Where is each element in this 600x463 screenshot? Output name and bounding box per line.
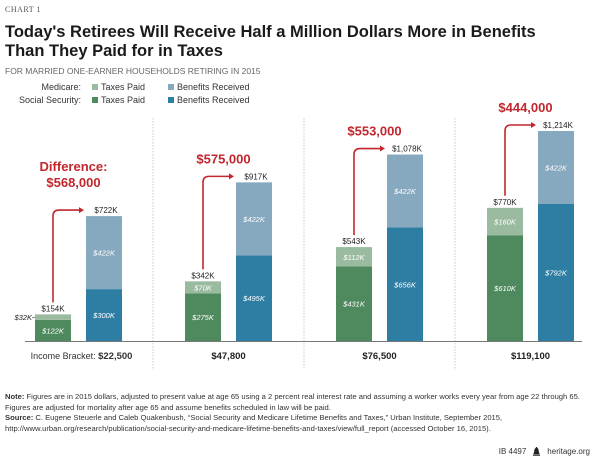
- benefits-total-label: $917K: [244, 172, 268, 181]
- label-ss-taxes: $431K: [342, 300, 366, 309]
- bar-ss-benefits: [387, 227, 423, 341]
- title-line-2: Than They Paid for in Taxes: [5, 42, 223, 60]
- chart-subtitle: FOR MARRIED ONE-EARNER HOUSEHOLDS RETIRI…: [5, 66, 261, 76]
- note-label: Note:: [5, 392, 25, 401]
- arrow-head-icon: [79, 207, 84, 214]
- label-medicare-taxes: $112K: [342, 253, 365, 262]
- taxes-total-label: $342K: [191, 271, 215, 280]
- note-paragraph: Note: Figures are in 2015 dollars, adjus…: [5, 392, 600, 413]
- bar-medicare-benefits: [86, 216, 122, 290]
- source-paragraph: Source: C. Eugene Steuerle and Caleb Qua…: [5, 413, 600, 434]
- site-name: heritage.org: [547, 447, 590, 456]
- label-ss-benefits: $300K: [92, 311, 116, 320]
- bar-ss-benefits: [86, 289, 122, 341]
- legend-text: Taxes Paid: [101, 95, 146, 105]
- bar-medicare-benefits: [538, 131, 574, 204]
- label-ss-taxes: $610K: [493, 284, 517, 293]
- bar-ss-benefits: [236, 255, 272, 341]
- bar-medicare-taxes: [487, 207, 523, 236]
- difference-label: $444,000: [498, 100, 552, 115]
- taxes-total-label: $154K: [41, 304, 65, 313]
- difference-arrow: [202, 175, 230, 270]
- title-line-1: Today's Retirees Will Receive Half a Mil…: [5, 23, 536, 41]
- swatch-medicare-benefits: [168, 84, 174, 90]
- swatch-ss-benefits: [168, 97, 174, 103]
- label-ss-benefits: $495K: [242, 294, 266, 303]
- legend-text: Benefits Received: [177, 82, 250, 92]
- footnote: Note: Figures are in 2015 dollars, adjus…: [5, 392, 600, 434]
- source-label: Source:: [5, 413, 34, 422]
- bar-medicare-benefits: [387, 154, 423, 228]
- bar-medicare-benefits: [236, 182, 272, 256]
- legend-item-medicare-taxes: Taxes Paid: [92, 82, 145, 92]
- benefits-total-label: $722K: [94, 206, 118, 215]
- legend-item-ss-taxes: Taxes Paid: [92, 95, 145, 105]
- bar-ss-benefits: [538, 203, 574, 341]
- category-label: Income Bracket: $22,500: [31, 351, 133, 362]
- bar-ss-taxes: [336, 266, 372, 341]
- taxes-total-label: $770K: [493, 198, 517, 207]
- legend: Medicare: Taxes Paid Benefits Received S…: [5, 82, 305, 108]
- label-ss-taxes: $275K: [191, 313, 215, 322]
- legend-row-social-security: Social Security: Taxes Paid Benefits Rec…: [5, 95, 305, 108]
- chart-plot: $122K $32K $300K $422K $154K $722K Difference:…: [13, 100, 582, 370]
- label-medicare-benefits: $422K: [544, 163, 568, 172]
- difference-arrow: [52, 209, 80, 303]
- difference-label: $575,000: [196, 151, 250, 166]
- bar-ss-taxes: [487, 235, 523, 341]
- label-medicare-benefits: $422K: [92, 249, 116, 258]
- label-ss-benefits: $656K: [393, 280, 417, 289]
- chart-title: Today's Retirees Will Receive Half a Mil…: [5, 23, 565, 61]
- category-label: $47,800: [211, 351, 245, 362]
- note-text: Figures are in 2015 dollars, adjusted to…: [5, 392, 580, 412]
- difference-arrow: [353, 147, 381, 236]
- bar-medicare-taxes: [35, 314, 71, 320]
- difference-prefix: Difference:: [40, 159, 108, 174]
- difference-label: $568,000: [46, 175, 100, 190]
- label-medicare-taxes: $160K: [493, 218, 517, 227]
- category-label: $76,500: [362, 351, 396, 362]
- label-ss-taxes: $122K: [41, 326, 65, 335]
- bar-ss-taxes: [185, 293, 221, 341]
- arrow-head-icon: [531, 122, 536, 128]
- legend-text: Taxes Paid: [101, 82, 146, 92]
- category-label: $119,100: [511, 351, 550, 362]
- brief-id: IB 4497: [498, 447, 527, 456]
- legend-text: Benefits Received: [177, 95, 250, 105]
- label-medicare-taxes: $32K: [13, 313, 33, 322]
- arrow-head-icon: [229, 173, 234, 180]
- legend-item-medicare-benefits: Benefits Received: [168, 82, 250, 92]
- bar-ss-taxes: [35, 319, 71, 341]
- bar-medicare-taxes: [336, 247, 372, 267]
- legend-item-ss-benefits: Benefits Received: [168, 95, 250, 105]
- source-text: C. Eugene Steuerle and Caleb Quakenbush,…: [5, 413, 503, 433]
- bar-medicare-taxes: [185, 281, 221, 294]
- chart-label: CHART 1: [5, 5, 41, 14]
- swatch-ss-taxes: [92, 97, 98, 103]
- arrow-head-icon: [380, 145, 385, 152]
- category-value: $22,500: [98, 351, 132, 362]
- legend-label-medicare: Medicare:: [41, 82, 81, 92]
- benefits-total-label: $1,214K: [543, 121, 573, 130]
- legend-row-medicare: Medicare: Taxes Paid Benefits Received: [5, 82, 305, 95]
- label-medicare-taxes: $70K: [193, 283, 213, 292]
- footer: IB 4497 heritage.org: [499, 447, 590, 456]
- swatch-medicare-taxes: [92, 84, 98, 90]
- legend-label-social-security: Social Security:: [18, 95, 81, 105]
- xlabel-prefix: Income Bracket:: [31, 351, 99, 361]
- benefits-total-label: $1,078K: [392, 145, 422, 154]
- liberty-bell-icon: [533, 447, 541, 456]
- difference-label: $553,000: [347, 124, 401, 139]
- label-ss-benefits: $792K: [544, 268, 568, 277]
- difference-arrow: [504, 124, 532, 196]
- label-medicare-benefits: $422K: [242, 215, 266, 224]
- label-medicare-benefits: $422K: [393, 187, 417, 196]
- taxes-total-label: $543K: [342, 237, 366, 246]
